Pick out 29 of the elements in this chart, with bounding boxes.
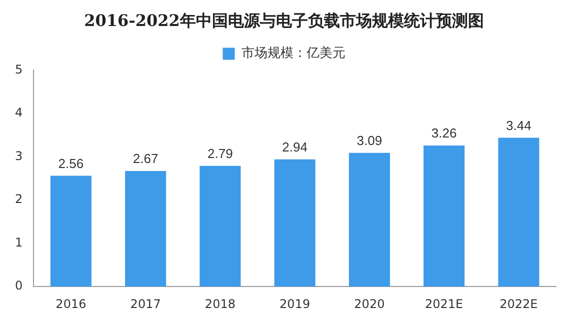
legend-label: 市场规模：亿美元 xyxy=(241,45,346,62)
x-tick-label: 2019 xyxy=(280,296,310,311)
data-label: 2.67 xyxy=(132,151,158,166)
x-tick-label: 2018 xyxy=(204,296,236,311)
y-tick-label: 4 xyxy=(14,106,23,120)
chart-title: 2016-2022年中国电源与电子负载市场规模统计预测图 xyxy=(84,10,484,30)
x-tick-label: 2021E xyxy=(425,296,464,311)
data-label: 2.79 xyxy=(208,146,233,161)
bar xyxy=(498,138,540,287)
data-label: 3.09 xyxy=(356,132,382,148)
bar xyxy=(50,176,92,287)
y-tick-label: 1 xyxy=(14,235,23,250)
bar xyxy=(348,152,390,287)
data-label: 2.56 xyxy=(58,156,84,171)
y-tick-label: 2 xyxy=(14,192,23,206)
data-label: 2.94 xyxy=(282,139,308,154)
x-tick-label: 2020 xyxy=(354,296,385,311)
x-tick-label: 2022E xyxy=(500,296,538,311)
x-tick-label: 2016 xyxy=(56,296,86,311)
bar xyxy=(125,171,166,287)
y-tick-label: 0 xyxy=(14,278,23,293)
data-label: 3.26 xyxy=(431,126,457,141)
data-label: 3.44 xyxy=(506,118,532,133)
bar xyxy=(424,146,465,287)
bar xyxy=(200,166,241,287)
bar xyxy=(274,159,316,287)
y-tick-label: 5 xyxy=(14,62,23,76)
y-tick-label: 3 xyxy=(14,148,23,163)
x-tick-label: 2017 xyxy=(130,296,161,311)
